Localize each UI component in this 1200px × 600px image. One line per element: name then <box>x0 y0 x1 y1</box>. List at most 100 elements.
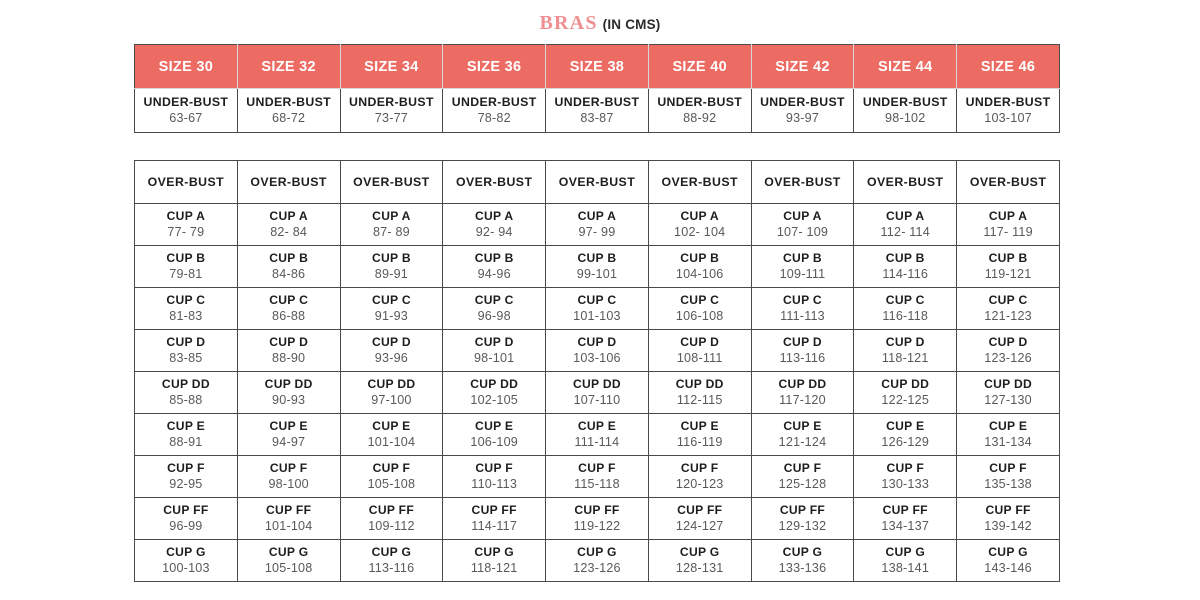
cup-cell: CUP D 98-101 <box>442 329 547 372</box>
cup-cell: CUP B 89-91 <box>339 245 444 288</box>
cup-cell: CUP A 87- 89 <box>339 203 444 246</box>
cup-value: 117-120 <box>779 393 826 407</box>
under-bust-value: 78-82 <box>477 111 511 125</box>
under-bust-row: UNDER-BUST 63-67 UNDER-BUST 68-72 UNDER-BUST… <box>134 88 1060 133</box>
cup-label: CUP D <box>577 335 617 349</box>
cup-value: 116-118 <box>882 309 929 323</box>
cup-cell: CUP B 114-116 <box>853 245 958 288</box>
cup-value: 77- 79 <box>167 225 205 239</box>
cup-cell: CUP FF 139-142 <box>956 497 1060 540</box>
cup-cell: CUP G 105-108 <box>236 539 341 582</box>
cup-cell: CUP F 98-100 <box>236 455 341 498</box>
under-bust-value: 103-107 <box>984 111 1032 125</box>
cup-cell: CUP E 106-109 <box>442 413 547 456</box>
cup-label: CUP D <box>166 335 206 349</box>
cup-cell: CUP F 92-95 <box>134 455 238 498</box>
over-bust-header-cell: OVER-BUST <box>853 160 958 204</box>
cup-value: 133-136 <box>778 561 827 575</box>
title-unit-text: (IN CMS) <box>602 17 661 32</box>
under-bust-cell: UNDER-BUST 63-67 <box>134 88 238 133</box>
cup-value: 84-86 <box>272 267 306 281</box>
cup-value: 121-124 <box>778 435 827 449</box>
cup-label: CUP DD <box>470 377 519 391</box>
cup-label: CUP A <box>680 209 719 223</box>
cup-cell: CUP F 135-138 <box>956 455 1060 498</box>
cup-value: 135-138 <box>984 477 1032 491</box>
under-bust-table: SIZE 30 SIZE 32 SIZE 34 SIZE 36 SIZE 38 SIZE … <box>134 44 1060 133</box>
cup-value: 104-106 <box>675 267 724 281</box>
cup-value: 109-111 <box>779 267 826 281</box>
cup-row-cup-b: CUP B 79-81 CUP B 84-86 CUP B 89-91 CUP B 94-96… <box>134 245 1060 288</box>
under-bust-cell: UNDER-BUST 83-87 <box>545 88 649 133</box>
cup-cell: CUP DD 107-110 <box>545 371 649 414</box>
under-bust-cell: UNDER-BUST 103-107 <box>956 88 1060 133</box>
cup-label: CUP DD <box>984 377 1033 391</box>
cup-cell: CUP DD 122-125 <box>853 371 958 414</box>
cup-cell: CUP E 116-119 <box>647 413 752 456</box>
size-header-size-30: SIZE 30 <box>134 44 238 89</box>
cup-cell: CUP F 105-108 <box>339 455 444 498</box>
cup-value: 113-116 <box>368 561 415 575</box>
cup-value: 101-104 <box>264 519 313 533</box>
cup-cell: CUP FF 129-132 <box>750 497 855 540</box>
size-header-size-40: SIZE 40 <box>647 44 752 89</box>
cup-value: 88-90 <box>272 351 306 365</box>
cup-value: 88-91 <box>169 435 203 449</box>
cup-label: CUP D <box>269 335 309 349</box>
cup-label: CUP G <box>474 545 514 559</box>
cup-cell: CUP E 94-97 <box>236 413 341 456</box>
cup-value: 138-141 <box>881 561 930 575</box>
cup-value: 118-121 <box>470 561 518 575</box>
over-bust-table: OVER-BUST OVER-BUST OVER-BUST OVER-BUST OVER… <box>134 160 1060 582</box>
cup-label: CUP A <box>372 209 411 223</box>
cup-label: CUP FF <box>677 503 723 517</box>
cup-label: CUP B <box>988 251 1028 265</box>
under-bust-cell: UNDER-BUST 98-102 <box>853 88 958 133</box>
cup-label: CUP D <box>680 335 720 349</box>
under-bust-label: UNDER-BUST <box>246 95 332 109</box>
cup-value: 79-81 <box>169 267 203 281</box>
cup-row-cup-f: CUP F 92-95 CUP F 98-100 CUP F 105-108 CUP F 11… <box>134 455 1060 498</box>
cup-value: 139-142 <box>984 519 1032 533</box>
cup-value: 94-97 <box>272 435 306 449</box>
cup-cell: CUP C 96-98 <box>442 287 547 330</box>
size-header-size-42: SIZE 42 <box>750 44 855 89</box>
cup-label: CUP E <box>577 419 617 433</box>
cup-label: CUP DD <box>778 377 827 391</box>
cup-label: CUP E <box>269 419 308 433</box>
under-bust-cell: UNDER-BUST 88-92 <box>647 88 752 133</box>
cup-label: CUP FF <box>163 503 209 517</box>
cup-value: 106-109 <box>470 435 518 449</box>
under-bust-value: 73-77 <box>374 111 409 125</box>
cup-cell: CUP DD 90-93 <box>236 371 341 414</box>
cup-cell: CUP A 92- 94 <box>442 203 547 246</box>
cup-value: 130-133 <box>881 477 930 491</box>
cup-value: 122-125 <box>881 393 930 407</box>
over-bust-label: OVER-BUST <box>455 174 533 189</box>
cup-cell: CUP F 130-133 <box>853 455 958 498</box>
cup-label: CUP FF <box>779 503 826 517</box>
under-bust-value: 83-87 <box>580 111 614 125</box>
over-bust-label: OVER-BUST <box>969 174 1047 189</box>
cup-value: 98-100 <box>268 477 309 491</box>
over-bust-header-cell: OVER-BUST <box>750 160 855 204</box>
over-bust-header-row: OVER-BUST OVER-BUST OVER-BUST OVER-BUST OVER… <box>134 160 1060 204</box>
cup-cell: CUP FF 96-99 <box>134 497 238 540</box>
cup-cell: CUP C 106-108 <box>647 287 752 330</box>
cup-label: CUP C <box>885 293 925 307</box>
cup-value: 107- 109 <box>776 225 829 239</box>
cup-label: CUP FF <box>471 503 517 517</box>
cup-value: 92-95 <box>169 477 203 491</box>
cup-value: 110-113 <box>471 477 518 491</box>
cup-cell: CUP F 125-128 <box>750 455 855 498</box>
cup-label: CUP G <box>679 545 720 559</box>
cup-value: 118-121 <box>881 351 929 365</box>
under-bust-label: UNDER-BUST <box>554 95 640 109</box>
cup-cell: CUP FF 114-117 <box>442 497 547 540</box>
cup-value: 117- 119 <box>983 225 1033 239</box>
under-bust-value: 98-102 <box>885 111 926 125</box>
cup-label: CUP B <box>783 251 822 265</box>
over-bust-label: OVER-BUST <box>867 174 944 189</box>
cup-label: CUP A <box>577 209 617 223</box>
cup-cell: CUP G 100-103 <box>134 539 238 582</box>
